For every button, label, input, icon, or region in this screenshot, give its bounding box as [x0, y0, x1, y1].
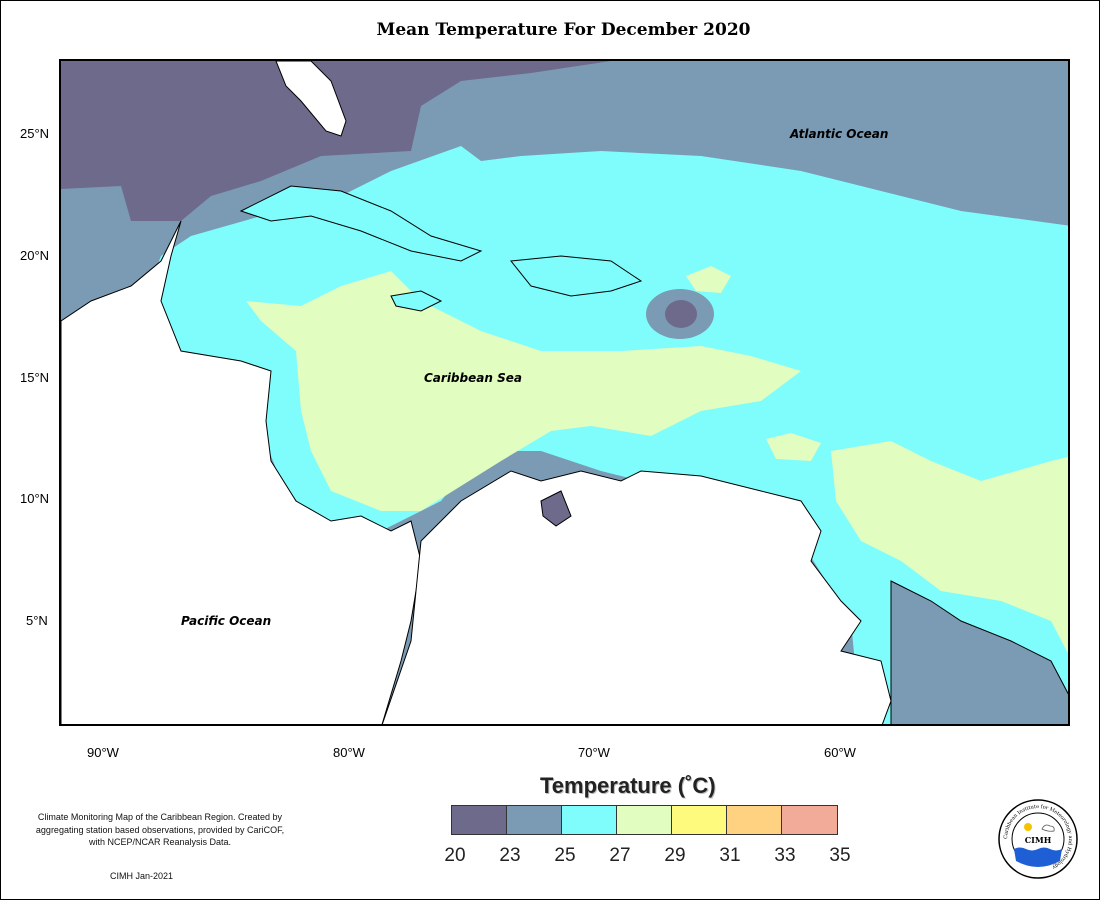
map-title: Mean Temperature For December 2020 — [376, 20, 751, 40]
land-jamaica — [390, 290, 443, 312]
zone-27-29-east — [831, 441, 1068, 654]
label-caribbean-sea: Caribbean Sea — [424, 371, 522, 385]
legend-tick: 23 — [499, 845, 521, 866]
legend-swatch — [782, 806, 837, 834]
zone-27-29-caribbean — [246, 271, 801, 511]
land-south-america — [381, 470, 892, 724]
temperature-map — [61, 61, 1068, 724]
cimh-logo: Caribbean Institute for Meteorology and … — [998, 799, 1078, 879]
legend-swatch — [672, 806, 727, 834]
legend-title: Temperature (˚C) — [540, 773, 716, 798]
lat-tick-5: 5°N — [26, 613, 48, 628]
zone-27-29-north-pr — [686, 266, 731, 293]
legend-tick: 25 — [554, 845, 576, 866]
legend-tick: 27 — [609, 845, 631, 866]
zone-20-23-north — [61, 61, 611, 221]
land-hispaniola — [510, 255, 643, 297]
legend-tick: 20 — [444, 845, 466, 866]
legend-color-bar — [451, 805, 838, 835]
lon-tick-80: 80°W — [333, 745, 365, 760]
land-guiana-east — [890, 580, 1068, 724]
lat-tick-10: 10°N — [20, 491, 50, 506]
map-panel — [59, 59, 1070, 726]
lat-tick-20: 20°N — [20, 248, 50, 263]
legend-swatch — [727, 806, 782, 834]
legend-swatch — [452, 806, 507, 834]
legend-tick: 29 — [664, 845, 686, 866]
logo-abbr: CIMH — [1025, 835, 1052, 845]
cloud-icon — [1041, 824, 1055, 832]
lat-tick-15: 15°N — [20, 370, 50, 385]
label-atlantic-ocean: Atlantic Ocean — [790, 127, 889, 141]
land-maracaibo — [540, 490, 572, 527]
map-description-note: Climate Monitoring Map of the Caribbean … — [35, 812, 285, 847]
zone-27-29-small — [766, 433, 821, 461]
legend-swatch — [507, 806, 562, 834]
land-central-america — [61, 220, 422, 724]
zone-20-23-spot — [665, 300, 697, 328]
legend-swatch — [562, 806, 617, 834]
legend-tick: 31 — [719, 845, 741, 866]
land-florida — [275, 61, 347, 137]
lat-tick-25: 25°N — [20, 126, 50, 141]
sun-icon — [1024, 823, 1032, 831]
water-icon — [1014, 847, 1062, 867]
label-pacific-ocean: Pacific Ocean — [181, 614, 272, 628]
legend-swatch — [617, 806, 672, 834]
lon-tick-60: 60°W — [824, 745, 856, 760]
lon-tick-70: 70°W — [578, 745, 610, 760]
credit-text: CIMH Jan-2021 — [110, 871, 174, 881]
legend-tick: 35 — [829, 845, 851, 866]
legend-tick: 33 — [774, 845, 796, 866]
land-cuba — [239, 185, 483, 262]
lon-tick-90: 90°W — [87, 745, 119, 760]
